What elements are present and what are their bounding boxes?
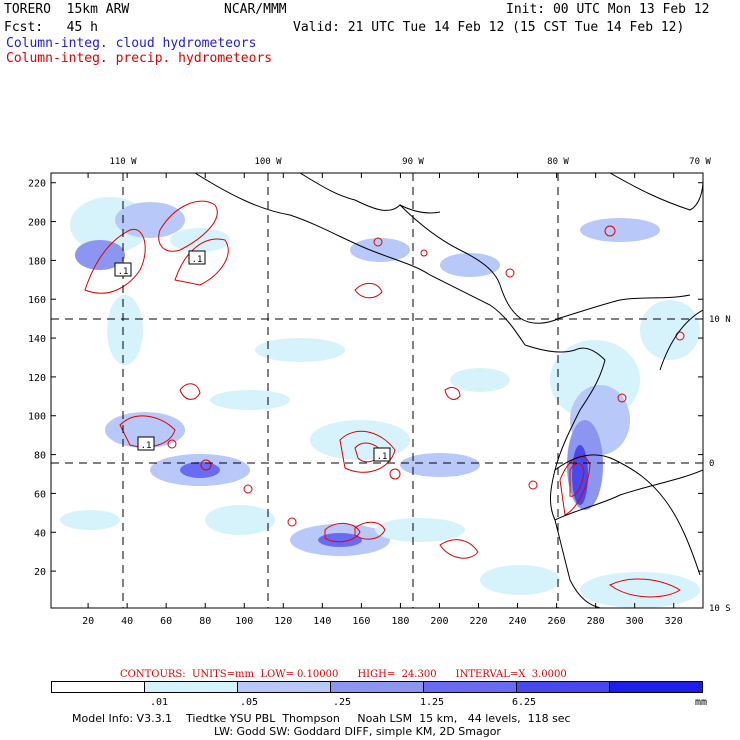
latlon-gridlines xyxy=(51,173,703,608)
legend-tick-2: .25 xyxy=(333,697,352,708)
x-tick-label-5: 120 xyxy=(274,616,292,627)
x-tick-label-7: 160 xyxy=(352,616,370,627)
legend-tick-1: .05 xyxy=(240,697,259,708)
init-time: Init: 00 UTC Mon 13 Feb 12 xyxy=(506,2,710,17)
lon-label-1: 100 W xyxy=(254,157,282,167)
org-label: NCAR/MMM xyxy=(224,2,287,17)
x-tick-label-4: 100 xyxy=(235,616,253,627)
lon-label-2: 90 W xyxy=(402,157,424,167)
y-tick-label-10: 220 xyxy=(28,179,46,190)
legend-tick-4: 6.25 xyxy=(512,697,537,708)
lat-label-2: 10 S xyxy=(709,604,731,614)
cloud-shading xyxy=(60,197,700,608)
y-axis: 20 40 60 80 100 120 140 160 180 200 220 xyxy=(28,179,703,578)
lon-label-4: 70 W xyxy=(689,157,711,167)
x-axis: 20 40 60 80 100 120 140 160 180 200 220 240 260 280 30… xyxy=(82,173,683,627)
contour-box-2 xyxy=(137,436,155,451)
contour-label-1: .1 xyxy=(192,255,203,265)
y-tick-label-2: 60 xyxy=(34,489,46,500)
x-tick-label-10: 220 xyxy=(469,616,487,627)
contours-info: CONTOURS: UNITS=mm LOW= 0.10000 HIGH= 24… xyxy=(120,669,567,680)
x-tick-label-15: 320 xyxy=(665,616,683,627)
contour-box-3 xyxy=(373,447,391,462)
latitude-labels: 10 N 0 10 S xyxy=(709,315,731,614)
coastlines xyxy=(194,173,703,608)
lon-label-3: 80 W xyxy=(547,157,569,167)
y-tick-label-1: 40 xyxy=(34,528,46,539)
model-info-line1: Model Info: V3.3.1 Tiedtke YSU PBL Thomp… xyxy=(72,712,571,725)
model-title: TORERO 15km ARW xyxy=(4,2,130,17)
x-tick-label-8: 180 xyxy=(391,616,409,627)
legend-cell-6 xyxy=(610,682,702,692)
legend-units: mm xyxy=(695,697,708,708)
lat-label-1: 0 xyxy=(709,459,714,469)
contour-label-3: .1 xyxy=(377,452,388,462)
x-tick-label-9: 200 xyxy=(430,616,448,627)
y-tick-label-5: 120 xyxy=(28,373,46,384)
longitude-labels: 110 W 100 W 90 W 80 W 70 W xyxy=(109,157,711,167)
x-tick-label-6: 140 xyxy=(313,616,331,627)
x-tick-label-13: 280 xyxy=(587,616,605,627)
model-info-line2: LW: Godd SW: Goddard DIFF, simple KM, 2D… xyxy=(214,725,501,738)
legend-cell-1 xyxy=(145,682,238,692)
valid-time: Valid: 21 UTC Tue 14 Feb 12 (15 CST Tue … xyxy=(293,20,685,35)
contour-label-2: .1 xyxy=(141,441,152,451)
y-tick-label-3: 80 xyxy=(34,451,46,462)
contour-labels: .1 .1 .1 .1 xyxy=(114,250,391,462)
y-tick-label-7: 160 xyxy=(28,295,46,306)
y-tick-label-4: 100 xyxy=(28,412,46,423)
y-tick-label-0: 20 xyxy=(34,567,46,578)
contour-box-0 xyxy=(114,262,132,277)
x-tick-label-12: 260 xyxy=(548,616,566,627)
shading-legend xyxy=(51,681,703,693)
x-tick-label-11: 240 xyxy=(509,616,527,627)
legend-cell-4 xyxy=(424,682,517,692)
legend-cell-3 xyxy=(331,682,424,692)
legend-cell-2 xyxy=(238,682,331,692)
legend-tick-0: .01 xyxy=(150,697,169,708)
field-precip-label: Column-integ. precip. hydrometeors xyxy=(6,51,273,66)
precip-contours xyxy=(84,200,685,598)
y-tick-label-9: 200 xyxy=(28,218,46,229)
field-cloud-label: Column-integ. cloud hydrometeors xyxy=(6,36,257,51)
x-tick-label-14: 300 xyxy=(626,616,644,627)
x-tick-label-0: 20 xyxy=(82,616,94,627)
x-tick-label-2: 60 xyxy=(160,616,172,627)
legend-cell-5 xyxy=(517,682,610,692)
contour-label-0: .1 xyxy=(118,267,129,277)
plot-frame xyxy=(50,172,704,609)
lat-label-0: 10 N xyxy=(709,315,731,325)
legend-tick-3: 1.25 xyxy=(420,697,445,708)
x-tick-label-3: 80 xyxy=(199,616,211,627)
y-tick-label-6: 140 xyxy=(28,334,46,345)
y-tick-label-8: 180 xyxy=(28,256,46,267)
forecast-hour: Fcst: 45 h xyxy=(4,20,98,35)
map-plot-area xyxy=(51,173,703,608)
lon-label-0: 110 W xyxy=(109,157,137,167)
x-tick-label-1: 40 xyxy=(121,616,133,627)
legend-cell-0 xyxy=(52,682,145,692)
contour-box-1 xyxy=(188,250,206,265)
